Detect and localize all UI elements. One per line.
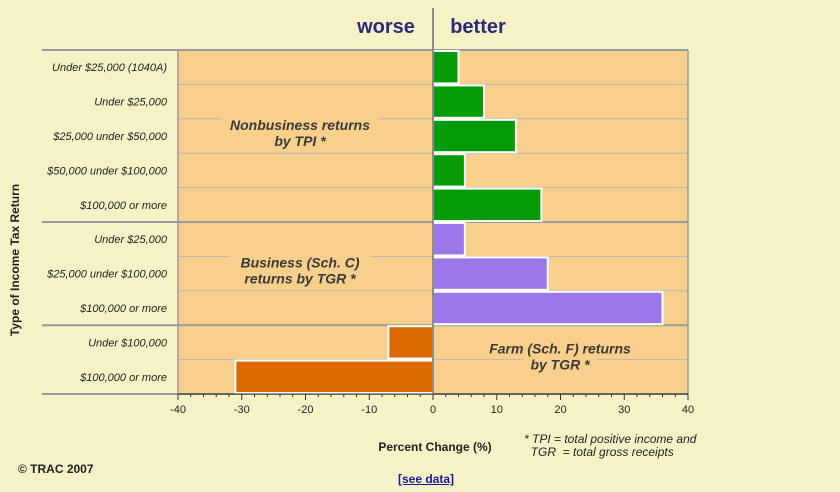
category-label: $100,000 or more	[79, 200, 167, 212]
footnote-line-2: TGR = total gross receipts	[524, 445, 674, 459]
bar	[432, 187, 543, 223]
x-tick-label: 40	[682, 404, 694, 416]
bar	[432, 290, 664, 326]
group-label-bg	[229, 255, 371, 271]
footnote-line-1: * TPI = total positive income and	[524, 432, 697, 446]
group-label-bg	[263, 134, 337, 149]
group-label-bg	[221, 118, 379, 133]
x-tick-label: -10	[361, 404, 377, 416]
bars	[234, 50, 664, 395]
group-label-bg	[523, 357, 597, 373]
x-tick-label: 20	[554, 404, 566, 416]
x-tick-label: 0	[430, 404, 436, 416]
bar	[432, 118, 517, 154]
group-label: Farm (Sch. F) returns	[489, 341, 631, 357]
category-label: Under $100,000	[88, 337, 168, 349]
footnote: * TPI = total positive income and TGR = …	[524, 433, 696, 459]
bar	[432, 153, 466, 188]
category-label: $25,000 under $50,000	[52, 131, 168, 143]
category-label: Under $25,000	[94, 234, 168, 246]
x-tick-label: 30	[618, 404, 630, 416]
x-tick-label: -40	[170, 404, 186, 416]
bar	[432, 222, 466, 257]
category-labels: Under $25,000 (1040A) Under $25,000 $25,00…	[46, 62, 168, 384]
x-axis: -40 -30 -20 -10 0 10 20 30 40	[170, 393, 694, 416]
see-data-link[interactable]: [see data]	[398, 472, 455, 486]
copyright: © TRAC 2007	[18, 462, 94, 476]
better-label: better	[450, 16, 506, 38]
group-label-bg	[233, 271, 367, 287]
category-label: $50,000 under $100,000	[46, 165, 168, 177]
x-tick-label: -30	[234, 404, 250, 416]
bar	[432, 256, 549, 291]
bar	[387, 325, 434, 360]
x-axis-title: Percent Change (%)	[378, 440, 492, 454]
group-label: Business (Sch. C)	[240, 255, 359, 271]
x-tick-label: 10	[491, 404, 503, 416]
category-label: Under $25,000 (1040A)	[52, 62, 167, 74]
category-label: $25,000 under $100,000	[46, 269, 168, 281]
y-axis-title: Type of Income Tax Return	[8, 184, 22, 336]
group-label: Nonbusiness returns	[230, 117, 370, 133]
group-label: by TPI *	[274, 133, 326, 149]
group-label-bg	[474, 341, 646, 357]
bar	[432, 84, 485, 119]
bar	[432, 50, 460, 85]
group-label: returns by TGR *	[244, 271, 356, 287]
group-label: by TGR *	[530, 357, 590, 373]
bar	[234, 359, 434, 395]
category-label: $100,000 or more	[79, 372, 167, 384]
worse-label: worse	[356, 16, 415, 38]
category-label: Under $25,000	[94, 97, 168, 109]
x-tick-label: -20	[298, 404, 314, 416]
category-label: $100,000 or more	[79, 303, 167, 315]
